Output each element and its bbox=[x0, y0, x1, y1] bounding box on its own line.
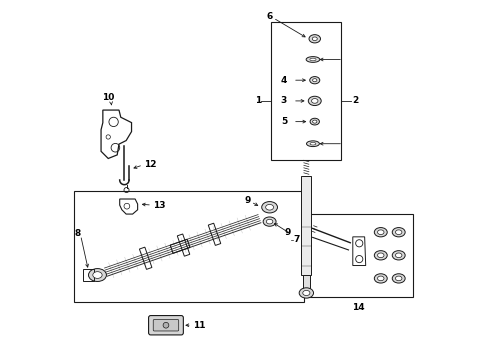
Text: 7: 7 bbox=[292, 235, 299, 244]
Ellipse shape bbox=[93, 272, 102, 278]
Text: 4: 4 bbox=[280, 76, 286, 85]
Text: 6: 6 bbox=[266, 12, 272, 21]
Bar bbox=[301, 176, 311, 275]
Ellipse shape bbox=[391, 251, 405, 260]
Ellipse shape bbox=[395, 276, 401, 281]
Ellipse shape bbox=[395, 230, 401, 234]
FancyBboxPatch shape bbox=[153, 319, 178, 331]
Text: 2: 2 bbox=[351, 96, 357, 105]
Ellipse shape bbox=[88, 269, 106, 282]
Ellipse shape bbox=[309, 77, 319, 84]
Text: 14: 14 bbox=[351, 303, 364, 312]
Ellipse shape bbox=[266, 219, 272, 224]
Ellipse shape bbox=[377, 276, 383, 281]
Ellipse shape bbox=[373, 228, 386, 237]
Ellipse shape bbox=[309, 118, 319, 125]
Text: 9: 9 bbox=[284, 228, 290, 237]
Circle shape bbox=[163, 322, 168, 328]
Text: 10: 10 bbox=[102, 93, 114, 102]
Ellipse shape bbox=[373, 251, 386, 260]
Ellipse shape bbox=[391, 274, 405, 283]
Bar bbox=[271, 22, 341, 160]
Text: 12: 12 bbox=[144, 161, 156, 170]
Text: 11: 11 bbox=[192, 321, 205, 330]
Ellipse shape bbox=[311, 99, 317, 103]
Text: 8: 8 bbox=[75, 229, 81, 238]
Bar bbox=[74, 191, 303, 302]
Ellipse shape bbox=[309, 58, 315, 61]
Ellipse shape bbox=[377, 230, 383, 234]
Text: 1: 1 bbox=[254, 96, 261, 105]
Ellipse shape bbox=[308, 35, 320, 43]
Text: 9: 9 bbox=[244, 195, 251, 204]
Ellipse shape bbox=[307, 96, 321, 105]
Ellipse shape bbox=[299, 288, 313, 298]
Ellipse shape bbox=[261, 202, 277, 213]
Ellipse shape bbox=[265, 204, 273, 210]
Ellipse shape bbox=[312, 120, 316, 123]
Ellipse shape bbox=[312, 78, 316, 82]
Bar bbox=[303, 214, 412, 297]
Text: 5: 5 bbox=[280, 117, 286, 126]
Ellipse shape bbox=[263, 217, 276, 226]
Ellipse shape bbox=[391, 228, 405, 237]
Ellipse shape bbox=[373, 274, 386, 283]
Bar bbox=[302, 275, 309, 289]
Ellipse shape bbox=[312, 37, 317, 41]
Text: 3: 3 bbox=[280, 96, 286, 105]
Ellipse shape bbox=[309, 143, 315, 145]
Ellipse shape bbox=[302, 291, 309, 296]
Text: 13: 13 bbox=[153, 201, 165, 210]
FancyBboxPatch shape bbox=[148, 316, 183, 335]
Ellipse shape bbox=[395, 253, 401, 258]
Ellipse shape bbox=[306, 141, 319, 147]
Ellipse shape bbox=[377, 253, 383, 258]
Ellipse shape bbox=[305, 57, 319, 62]
